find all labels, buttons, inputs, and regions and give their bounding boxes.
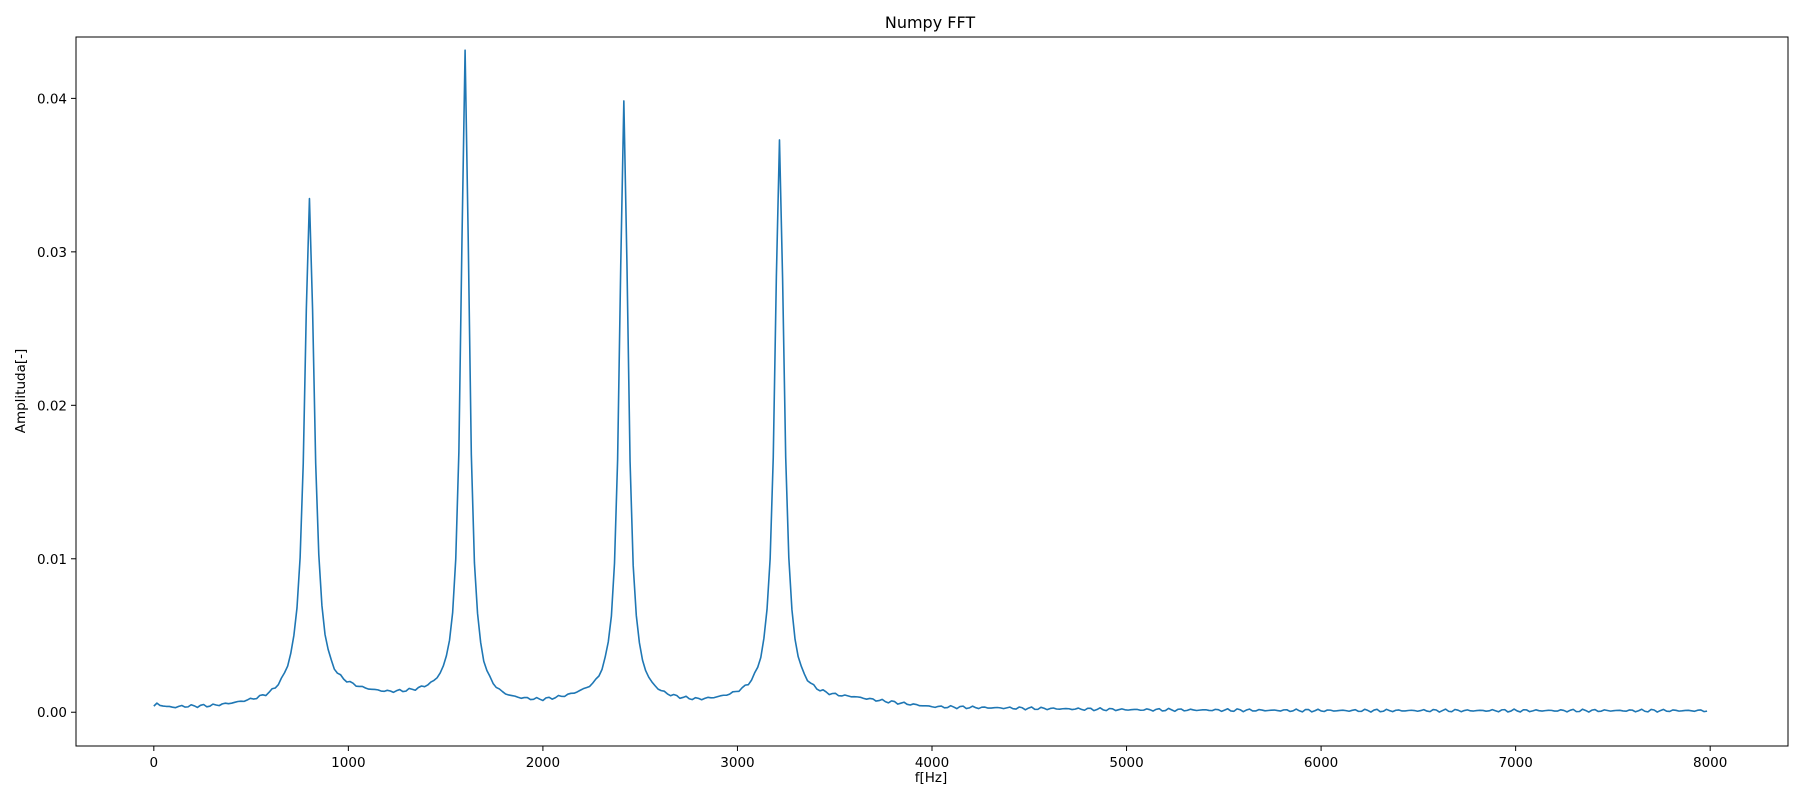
chart-title: Numpy FFT	[885, 13, 976, 32]
x-tick-label: 4000	[915, 755, 949, 771]
y-axis-label: Amplituda[-]	[13, 349, 29, 434]
x-tick-label: 1000	[331, 755, 365, 771]
y-tick-label: 0.01	[37, 552, 67, 568]
plot-area	[75, 36, 1789, 747]
x-axis-ticks: 0 1000 2000 3000 4000 5000 6000 7000 8000	[150, 746, 1727, 771]
x-tick-label: 2000	[526, 755, 560, 771]
y-axis-ticks: 0.00 0.01 0.02 0.03 0.04	[37, 91, 76, 721]
x-tick-label: 7000	[1498, 755, 1532, 771]
x-tick-label: 8000	[1693, 755, 1727, 771]
x-tick-label: 5000	[1109, 755, 1143, 771]
x-axis-label: f[Hz]	[915, 770, 948, 786]
x-tick-label: 3000	[720, 755, 754, 771]
x-tick-label: 6000	[1304, 755, 1338, 771]
y-tick-label: 0.02	[37, 398, 67, 414]
y-tick-label: 0.04	[37, 91, 67, 107]
y-tick-label: 0.00	[37, 705, 67, 721]
x-tick-label: 0	[150, 755, 159, 771]
series-line	[153, 49, 1708, 713]
y-tick-label: 0.03	[37, 245, 67, 261]
